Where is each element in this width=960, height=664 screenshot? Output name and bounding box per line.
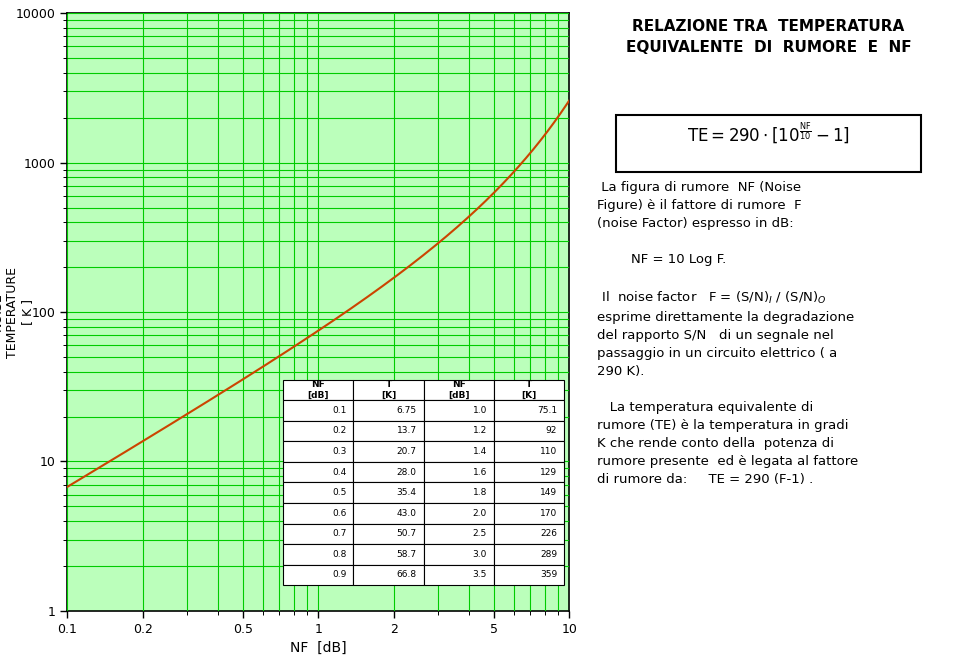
- Text: $\mathregular{TE = 290 \cdot \left[ 10^{\frac{NF}{10}} - 1 \right]}$: $\mathregular{TE = 290 \cdot \left[ 10^{…: [687, 121, 850, 146]
- X-axis label: NF  [dB]: NF [dB]: [290, 641, 347, 655]
- Y-axis label: NOISE
TEMPERATURE
[ K ]: NOISE TEMPERATURE [ K ]: [0, 266, 35, 358]
- Text: La figura di rumore  NF (Noise
Figure) è il fattore di rumore  F
(noise Factor) : La figura di rumore NF (Noise Figure) è …: [597, 181, 859, 485]
- Text: RELAZIONE TRA  TEMPERATURA
EQUIVALENTE  DI  RUMORE  E  NF: RELAZIONE TRA TEMPERATURA EQUIVALENTE DI…: [626, 19, 911, 55]
